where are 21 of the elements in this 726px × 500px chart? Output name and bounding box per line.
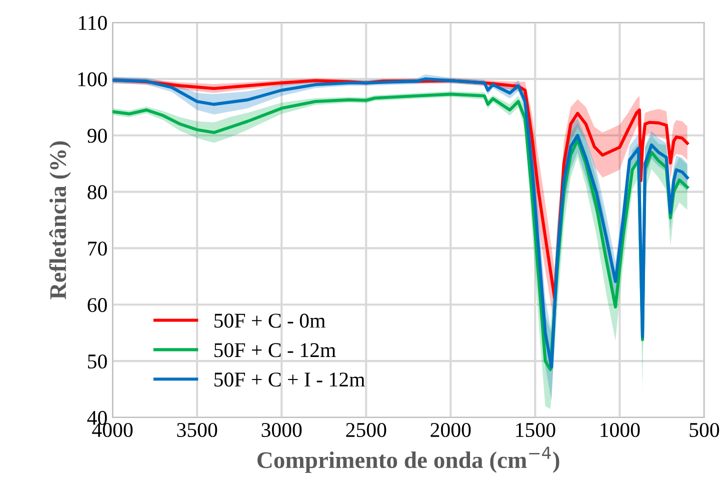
y-tick-label: 90 (88, 128, 107, 143)
y-tick-label: 50 (88, 354, 107, 369)
legend-label: 50F + C - 12m (214, 343, 336, 358)
legend-label: 50F + C + I - 12m (214, 372, 365, 387)
y-tick-label: 100 (78, 72, 107, 86)
y-tick-label: 60 (88, 298, 107, 312)
x-tick-label: 1000 (600, 422, 640, 438)
x-tick-label: 1500 (516, 422, 556, 438)
legend-label: 50F + C - 0m (214, 314, 326, 328)
x-tick-label: 500 (690, 422, 720, 438)
x-axis-title: Comprimento de onda (cm$^{−4}$) (257, 446, 560, 473)
y-axis-title: Refletância (%) (49, 141, 71, 300)
x-tick-label: 3000 (262, 422, 302, 438)
x-tick-label: 2000 (430, 422, 471, 438)
x-tick-label: 4000 (92, 422, 133, 438)
y-tick-label: 80 (88, 185, 107, 200)
x-tick-label: 2500 (346, 422, 386, 438)
y-tick-label: 70 (88, 242, 107, 256)
x-tick-label: 3500 (177, 422, 218, 438)
y-tick-label: 110 (79, 16, 107, 30)
y-tick-label: 40 (87, 410, 107, 425)
